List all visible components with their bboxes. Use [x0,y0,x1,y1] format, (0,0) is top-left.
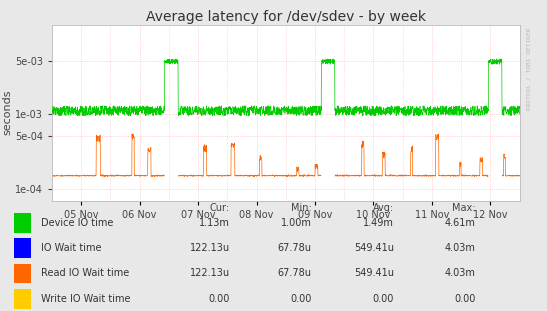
Text: 122.13u: 122.13u [190,268,230,278]
Text: Max:: Max: [452,203,476,213]
Text: Device IO time: Device IO time [41,218,113,228]
Text: 0.00: 0.00 [455,294,476,304]
Text: 4.61m: 4.61m [445,218,476,228]
Text: RRDTOOL / TOBI OETIKER: RRDTOOL / TOBI OETIKER [527,28,532,110]
Text: 4.03m: 4.03m [445,243,476,253]
Text: 67.78u: 67.78u [278,268,312,278]
Text: Avg:: Avg: [373,203,394,213]
Text: 0.00: 0.00 [208,294,230,304]
Text: 549.41u: 549.41u [354,243,394,253]
Text: 4.03m: 4.03m [445,268,476,278]
Text: 1.00m: 1.00m [281,218,312,228]
Bar [14,238,31,258]
Text: Write IO Wait time: Write IO Wait time [41,294,131,304]
Text: Min:: Min: [291,203,312,213]
Bar [14,263,31,283]
Text: 0.00: 0.00 [290,294,312,304]
Text: 549.41u: 549.41u [354,268,394,278]
Text: 1.49m: 1.49m [363,218,394,228]
Y-axis label: seconds: seconds [2,90,12,136]
Text: 1.13m: 1.13m [199,218,230,228]
Text: Read IO Wait time: Read IO Wait time [41,268,129,278]
Text: Cur:: Cur: [210,203,230,213]
Text: 122.13u: 122.13u [190,243,230,253]
Title: Average latency for /dev/sdev - by week: Average latency for /dev/sdev - by week [146,10,426,24]
Bar [14,289,31,309]
Text: 0.00: 0.00 [373,294,394,304]
Text: 67.78u: 67.78u [278,243,312,253]
Bar [14,213,31,233]
Text: IO Wait time: IO Wait time [41,243,102,253]
